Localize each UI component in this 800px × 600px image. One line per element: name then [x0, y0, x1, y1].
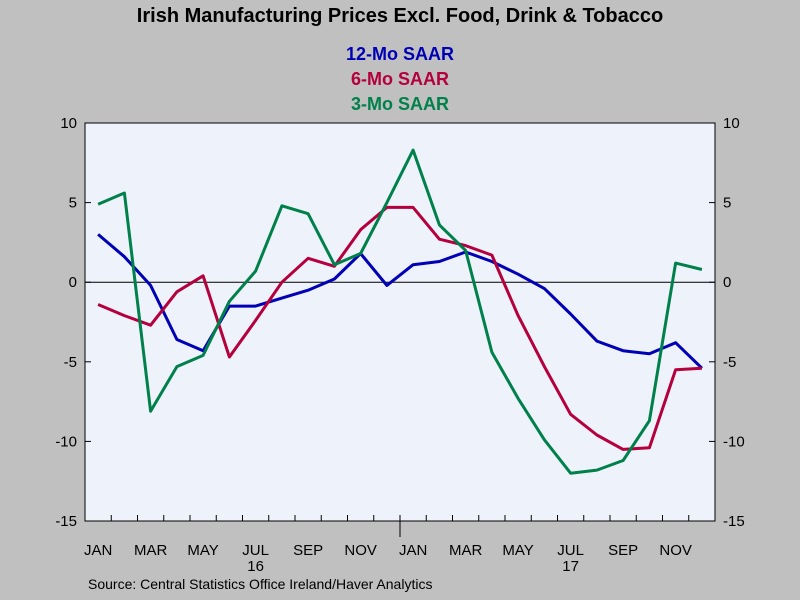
y-tick-label-right: 0: [723, 274, 731, 291]
x-tick-label: JAN: [399, 542, 427, 559]
y-tick-label-left: 5: [69, 195, 77, 212]
series-layer: [97, 148, 703, 475]
x-axis: JAN MAR MAY JUL SEP NOV JAN MAR MAY JUL SEP NOV 16 17: [84, 515, 692, 575]
series-line-3-mo-saar: [97, 148, 703, 475]
x-tick-label: MAR: [449, 542, 483, 559]
plot-area: [84, 122, 716, 522]
y-tick-label-right: 5: [723, 195, 731, 212]
legend: 12-Mo SAAR 6-Mo SAAR 3-Mo SAAR: [346, 44, 454, 114]
legend-label-6-mo: 6-Mo SAAR: [351, 69, 449, 89]
series-line-6-mo-saar: [97, 205, 702, 451]
source-note: Source: Central Statistics Office Irelan…: [88, 576, 432, 592]
x-tick-label: MAR: [134, 542, 168, 559]
series-line-12-mo-saar: [97, 233, 703, 370]
x-tick-label: MAY: [502, 542, 533, 559]
legend-label-12-mo: 12-Mo SAAR: [346, 44, 454, 64]
y-tick-label-left: 0: [69, 274, 77, 291]
x-tick-label: SEP: [608, 542, 638, 559]
x-year-label: 17: [562, 558, 579, 575]
x-tick-label: JUL: [242, 542, 269, 559]
x-tick-label: SEP: [293, 542, 323, 559]
y-tick-label-right: -15: [723, 513, 745, 530]
y-tick-label-right: -10: [723, 433, 745, 450]
y-tick-label-left: 10: [60, 115, 77, 132]
chart-title: Irish Manufacturing Prices Excl. Food, D…: [137, 5, 663, 27]
x-tick-label: NOV: [659, 542, 692, 559]
y-tick-label-left: -10: [55, 433, 77, 450]
y-tick-label-right: -5: [723, 354, 736, 371]
x-tick-label: MAY: [187, 542, 218, 559]
y-axis-left: 10 5 0 -5 -10 -15: [55, 115, 91, 530]
x-tick-label: JAN: [84, 542, 112, 559]
legend-label-3-mo: 3-Mo SAAR: [351, 94, 449, 114]
x-year-label: 16: [247, 558, 264, 575]
x-tick-label: JUL: [557, 542, 584, 559]
y-axis-right: 10 5 0 -5 -10 -15: [709, 115, 745, 530]
y-tick-label-left: -5: [64, 354, 77, 371]
y-tick-label-right: 10: [723, 115, 740, 132]
x-tick-label: NOV: [344, 542, 377, 559]
y-tick-label-left: -15: [55, 513, 77, 530]
